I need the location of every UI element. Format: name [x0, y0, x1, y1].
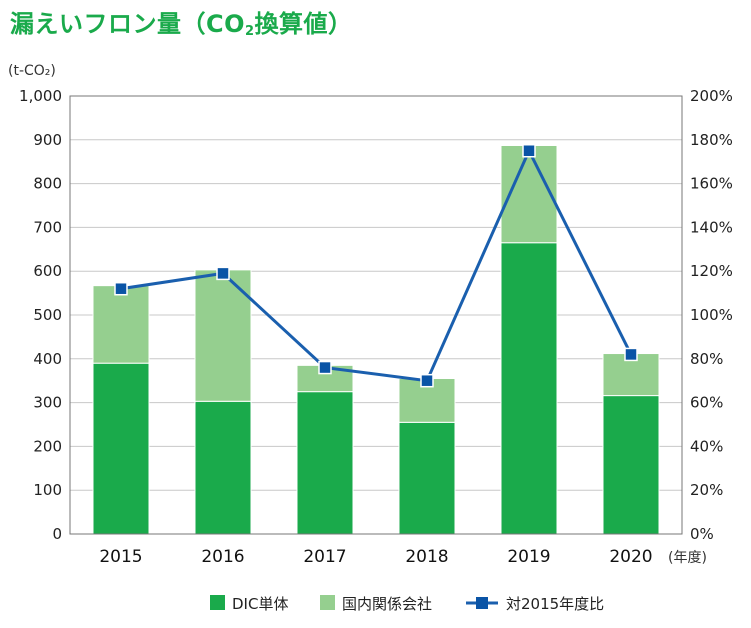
y2-tick-label: 60%: [690, 394, 723, 412]
ratio-point: [216, 266, 230, 281]
x-tick-label: 2015: [99, 547, 142, 567]
y2-tick-label: 80%: [690, 350, 723, 368]
y2-tick-label: 160%: [690, 175, 733, 193]
y-tick-label: 800: [33, 175, 62, 193]
left-unit-label: (t-CO₂): [8, 63, 56, 79]
x-unit-label: (年度): [668, 550, 707, 566]
y-tick-label: 500: [33, 306, 62, 324]
legend-label: 国内関係会社: [342, 595, 432, 613]
legend-swatch-domestic: [320, 595, 335, 610]
ratio-point: [522, 144, 536, 158]
y-tick-label: 700: [33, 218, 62, 236]
x-tick-label: 2019: [507, 547, 550, 567]
y-tick-label: 100: [33, 481, 62, 499]
x-tick-label: 2020: [609, 547, 652, 567]
y2-tick-label: 120%: [690, 262, 733, 280]
y2-tick-label: 200%: [690, 87, 733, 105]
y2-tick-label: 180%: [690, 131, 733, 149]
x-tick-label: 2016: [201, 547, 244, 567]
ratio-point: [114, 281, 128, 296]
plot-frame: [69, 95, 683, 535]
bar-domestic-affiliates: [92, 285, 150, 364]
y-tick-label: 0: [52, 525, 62, 543]
x-tick-label: 2018: [405, 547, 448, 567]
ratio-point: [420, 373, 434, 388]
bar-dic: [602, 395, 660, 535]
bar-dic: [296, 391, 354, 535]
bar-dic: [500, 242, 558, 535]
y-tick-label: 1,000: [19, 87, 62, 105]
y2-tick-label: 40%: [690, 437, 723, 455]
y-tick-label: 200: [33, 437, 62, 455]
y2-tick-label: 0%: [690, 525, 714, 543]
ratio-point: [318, 360, 332, 375]
y2-tick-label: 140%: [690, 218, 733, 236]
legend-swatch-ratio-marker: [476, 597, 488, 609]
legend-label: DIC単体: [232, 595, 288, 613]
legend-swatch-dic: [210, 595, 225, 610]
x-tick-label: 2017: [303, 547, 346, 567]
bar-dic: [194, 400, 252, 535]
bar-dic: [398, 421, 456, 535]
y-tick-label: 900: [33, 131, 62, 149]
bar-dic: [92, 362, 150, 535]
y-tick-label: 600: [33, 262, 62, 280]
y2-tick-label: 100%: [690, 306, 733, 324]
legend: DIC単体 国内関係会社 対2015年度比: [210, 595, 604, 613]
legend-label: 対2015年度比: [506, 595, 604, 613]
chart-title: 漏えいフロン量（CO2換算値）: [10, 10, 353, 39]
y-tick-label: 300: [33, 394, 62, 412]
ratio-point: [624, 347, 638, 362]
ratio-line: [120, 147, 633, 383]
y2-tick-label: 20%: [690, 481, 723, 499]
y-tick-label: 400: [33, 350, 62, 368]
